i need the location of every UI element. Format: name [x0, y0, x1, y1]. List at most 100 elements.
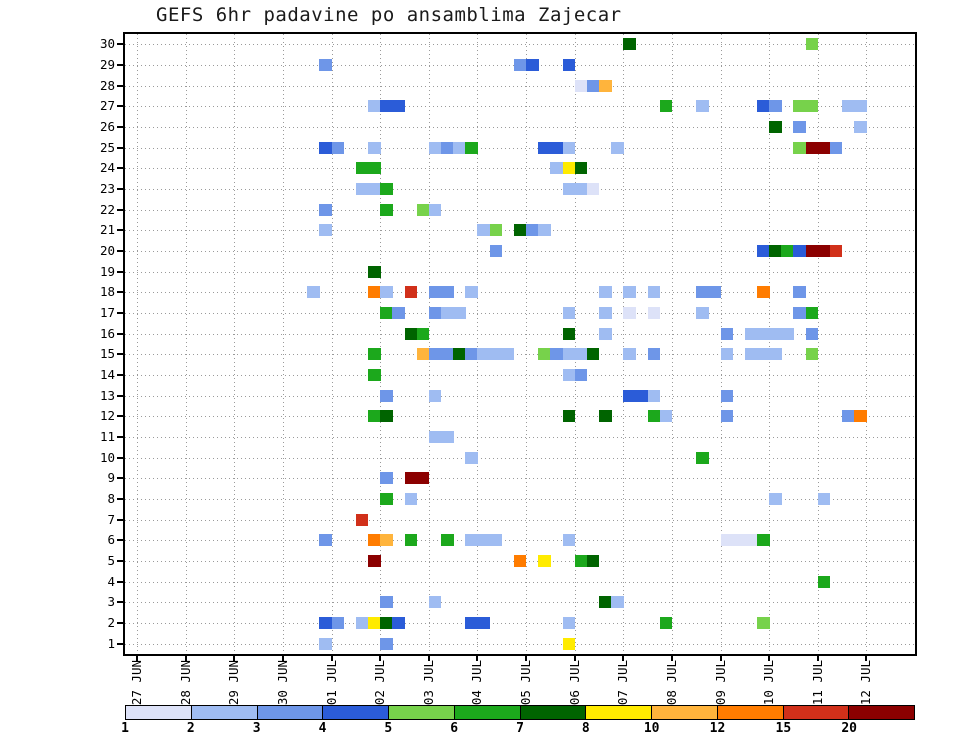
heatmap-cell — [441, 307, 454, 319]
heatmap-cell — [769, 121, 782, 133]
y-tick-label: 10 — [99, 449, 115, 465]
x-tick-label: 04 JUL — [469, 660, 485, 706]
heatmap-cell — [793, 141, 806, 154]
gridline-vertical — [428, 34, 430, 654]
gridline-vertical — [283, 34, 284, 654]
heatmap-cell — [465, 617, 478, 629]
colorbar-tick-label: 10 — [643, 721, 660, 736]
heatmap-cell — [769, 493, 782, 505]
heatmap-cell — [696, 100, 709, 113]
heatmap-cell — [586, 348, 600, 361]
colorbar-segment — [322, 705, 389, 720]
heatmap-cell — [757, 100, 770, 113]
heatmap-cell — [744, 327, 758, 340]
heatmap-cell — [416, 348, 430, 361]
heatmap-cell — [574, 162, 588, 175]
heatmap-cell — [416, 327, 430, 340]
heatmap-cell — [368, 265, 381, 278]
heatmap-cell — [428, 596, 442, 609]
heatmap-cell — [696, 286, 709, 299]
heatmap-cell — [368, 162, 381, 175]
colorbar-labels: 1 2 3 4 5 6 7 8 10 12 15 20 — [121, 721, 915, 739]
heatmap-cell — [854, 100, 867, 113]
y-tick-label: 7 — [107, 511, 115, 527]
heatmap-cell — [477, 534, 490, 547]
heatmap-cell — [428, 141, 442, 154]
heatmap-cell — [380, 617, 393, 629]
gridline-horizontal — [125, 478, 915, 480]
heatmap-cell — [793, 121, 806, 133]
gridline-horizontal — [125, 271, 915, 273]
heatmap-cell — [453, 141, 466, 154]
heatmap-cell — [793, 286, 806, 299]
heatmap-cell — [355, 617, 369, 629]
heatmap-cell — [441, 141, 454, 154]
heatmap-cell — [829, 245, 843, 257]
y-tick-label: 11 — [99, 429, 115, 444]
y-tick-label: 16 — [99, 325, 115, 341]
heatmap-cell — [817, 245, 831, 257]
heatmap-cell — [805, 348, 819, 361]
axis-tick-left — [117, 332, 125, 335]
heatmap-cell — [428, 431, 442, 443]
heatmap-cell — [611, 141, 624, 154]
heatmap-cell — [319, 59, 332, 71]
heatmap-cell — [562, 637, 576, 650]
heatmap-cell — [659, 617, 673, 629]
heatmap-cell — [489, 534, 503, 547]
heatmap-cell — [805, 100, 819, 113]
gridline-vertical — [817, 34, 819, 654]
heatmap-cell — [526, 224, 539, 237]
heatmap-cell — [623, 286, 636, 299]
heatmap-cell — [829, 141, 843, 154]
heatmap-cell — [757, 245, 770, 257]
axis-tick-left — [117, 84, 125, 87]
heatmap-cell — [428, 286, 442, 299]
gridline-horizontal — [125, 540, 915, 542]
gridline-vertical — [866, 34, 868, 654]
heatmap-cell — [817, 141, 831, 154]
y-tick-label: 22 — [99, 201, 115, 217]
colorbar-segment — [651, 705, 718, 720]
heatmap-cell — [380, 203, 393, 216]
heatmap-cell — [744, 348, 758, 361]
heatmap-cell — [368, 286, 381, 299]
axis-tick-left — [117, 167, 125, 170]
gridline-horizontal — [125, 643, 915, 645]
heatmap-cell — [465, 141, 478, 154]
colorbar-tick-label: 3 — [252, 721, 261, 736]
heatmap-cell — [550, 162, 563, 175]
heatmap-cell — [355, 513, 369, 526]
heatmap-cell — [574, 369, 588, 381]
heatmap-cell — [441, 286, 454, 299]
y-tick-label: 26 — [99, 119, 115, 134]
colorbar-segment — [453, 705, 521, 720]
heatmap-cell — [428, 389, 442, 402]
axis-tick-bottom — [622, 654, 625, 661]
gridline-horizontal — [125, 395, 915, 397]
heatmap-cell — [659, 410, 673, 423]
heatmap-cell — [769, 327, 782, 340]
heatmap-cell — [817, 575, 831, 588]
colorbar-tick-label: 2 — [186, 721, 195, 736]
gridline-horizontal — [125, 168, 915, 170]
heatmap-cell — [599, 286, 612, 299]
heatmap-cell — [562, 59, 576, 71]
y-tick-label: 1 — [107, 635, 115, 651]
axis-tick-left — [117, 64, 125, 66]
heatmap-cell — [757, 348, 770, 361]
gridline-horizontal — [125, 85, 915, 87]
x-tick-label: 06 JUL — [566, 660, 582, 706]
colorbar-segment — [519, 705, 587, 720]
heatmap-cell — [611, 596, 624, 609]
axis-tick-left — [117, 250, 125, 252]
heatmap-cell — [428, 348, 442, 361]
colorbar-tick-label: 15 — [775, 721, 792, 736]
gridline-vertical — [574, 34, 576, 654]
colorbar-tick-label: 20 — [841, 721, 857, 736]
gridline-horizontal — [125, 416, 915, 418]
heatmap-cell — [368, 617, 381, 629]
heatmap-cell — [550, 141, 563, 154]
heatmap-cell — [477, 348, 490, 361]
heatmap-cell — [416, 472, 430, 485]
